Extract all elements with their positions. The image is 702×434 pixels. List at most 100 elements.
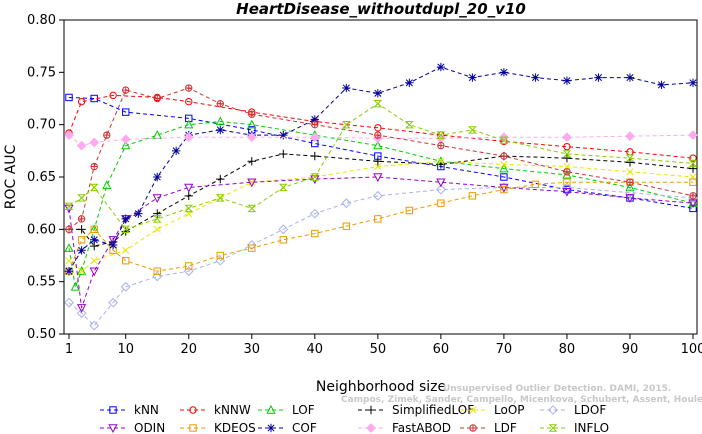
data-point-knnw <box>185 97 193 106</box>
y-tick-label: 0.50 <box>27 327 56 342</box>
data-point-inflo <box>310 173 320 181</box>
data-point-simplifiedlof <box>153 209 162 218</box>
data-point-odin <box>247 178 257 188</box>
data-point-fastabod <box>562 132 572 143</box>
data-point-ldof <box>89 320 100 331</box>
data-point-ldf <box>77 215 86 223</box>
x-tick-label: 40 <box>307 342 324 357</box>
data-point-kdeos <box>405 206 414 215</box>
data-point-cof <box>594 73 603 82</box>
data-point-ldf <box>689 192 697 200</box>
data-point-loop <box>563 162 571 171</box>
data-point-knn <box>65 93 73 102</box>
data-point-inflo <box>184 204 194 213</box>
data-point-kdeos <box>90 225 98 234</box>
data-point-ldof <box>64 297 74 308</box>
data-point-ldf <box>563 168 571 176</box>
data-point-simplifiedlof <box>688 164 698 173</box>
data-point-fastabod <box>120 134 131 145</box>
series-line-ldf <box>68 87 694 230</box>
data-point-cof <box>342 83 351 93</box>
data-point-odin <box>152 194 162 204</box>
marker-cross <box>122 86 129 94</box>
data-point-fastabod <box>625 131 635 142</box>
watermark-line-1: Unsupervised Outlier Detection. DAMI, 20… <box>443 384 671 394</box>
data-point-inflo <box>404 120 414 129</box>
legend-label-fastabod: FastABOD <box>392 421 451 434</box>
marker-cross <box>91 163 98 170</box>
data-point-cof <box>531 73 540 82</box>
data-point-knnw <box>109 91 117 100</box>
data-point-kdeos <box>437 199 445 207</box>
data-point-simplifiedlof <box>562 153 572 163</box>
data-point-odin <box>373 173 383 183</box>
data-point-inflo <box>373 100 383 108</box>
data-point-lof <box>184 119 194 129</box>
data-point-cof <box>373 89 383 98</box>
data-point-ldf <box>437 141 445 150</box>
x-axis: 1 10 20 30 40 50 60 70 80 90 100 <box>65 334 702 357</box>
data-point-ldf <box>90 162 98 171</box>
data-point-ldf <box>103 131 111 139</box>
data-point-kdeos <box>216 251 224 260</box>
data-point-inflo <box>215 194 225 202</box>
data-point-odin <box>688 199 698 209</box>
marker-cross <box>469 424 477 432</box>
marker-cross <box>103 131 111 139</box>
data-point-kdeos <box>248 244 256 252</box>
data-point-loop <box>248 178 256 186</box>
series-line-loop <box>68 160 694 272</box>
data-point-fastabod <box>246 132 257 143</box>
y-tick-label: 0.55 <box>27 275 56 290</box>
data-point-inflo <box>499 136 509 145</box>
legend-item-ldof: LDOF <box>540 403 606 417</box>
data-point-cof <box>688 78 698 87</box>
data-point-ldof <box>246 240 257 250</box>
x-tick-label: 80 <box>559 342 576 357</box>
data-point-simplifiedlof <box>625 158 635 167</box>
data-point-knn <box>122 108 130 116</box>
x-tick-label: 50 <box>370 342 387 357</box>
data-point-fastabod <box>183 132 194 143</box>
series-kdeos <box>65 178 697 275</box>
legend-label-loop: LoOP <box>494 403 525 417</box>
data-point-ldf <box>500 152 508 160</box>
data-point-cof <box>436 62 446 72</box>
data-point-cof <box>108 240 118 250</box>
marker-cross <box>78 215 85 223</box>
data-point-ldf <box>216 100 224 108</box>
data-point-kdeos <box>122 257 130 265</box>
x-tick-label: 30 <box>244 342 261 357</box>
data-point-cof <box>90 235 99 244</box>
legend-item-ldf: LDF <box>460 421 517 434</box>
data-point-cof <box>64 267 74 276</box>
legend-marker-lof <box>266 404 276 414</box>
data-point-lof <box>625 182 635 192</box>
data-point-odin <box>184 183 194 193</box>
marker-cross <box>217 100 224 107</box>
data-point-ldof <box>435 184 446 195</box>
data-point-ldf <box>248 110 256 118</box>
legend-label-ldf: LDF <box>494 421 517 434</box>
legend-item-lof: LOF <box>258 403 315 417</box>
legend-item-fastabod: FastABOD <box>358 421 451 434</box>
data-point-fastabod <box>688 130 698 141</box>
data-point-ldof <box>372 190 383 201</box>
data-point-kdeos <box>689 178 697 186</box>
series-layer <box>64 62 698 331</box>
data-point-cof <box>279 130 288 140</box>
legend-marker-ldof <box>548 405 558 415</box>
data-point-knnw <box>374 124 382 132</box>
data-point-inflo <box>278 183 288 192</box>
legend-marker-knnw <box>189 406 197 414</box>
data-point-ldof <box>341 198 352 209</box>
legend-item-kdeos: KDEOS <box>180 421 256 434</box>
x-tick-label: 100 <box>681 342 702 357</box>
marker-cross <box>154 95 161 102</box>
data-point-simplifiedlof <box>247 157 256 166</box>
legend-marker-knn <box>109 406 117 414</box>
marker-cross <box>437 142 445 149</box>
y-tick-label: 0.75 <box>27 65 56 80</box>
data-point-cof <box>216 125 225 135</box>
